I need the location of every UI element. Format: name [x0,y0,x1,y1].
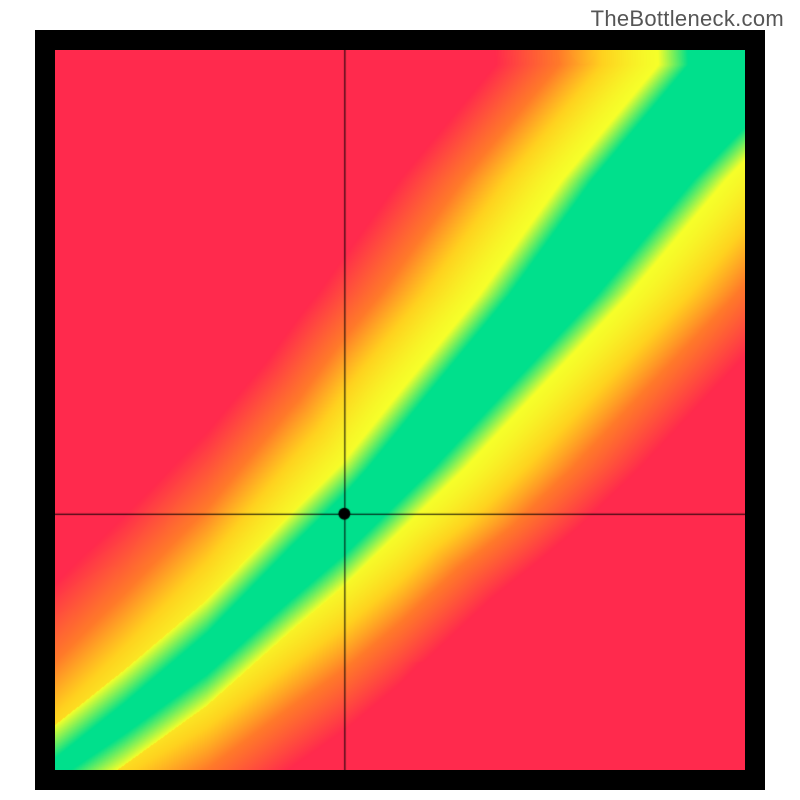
plot-frame [35,30,765,790]
watermark-text: TheBottleneck.com [591,6,784,32]
heatmap-canvas [55,50,745,770]
root: TheBottleneck.com [0,0,800,800]
